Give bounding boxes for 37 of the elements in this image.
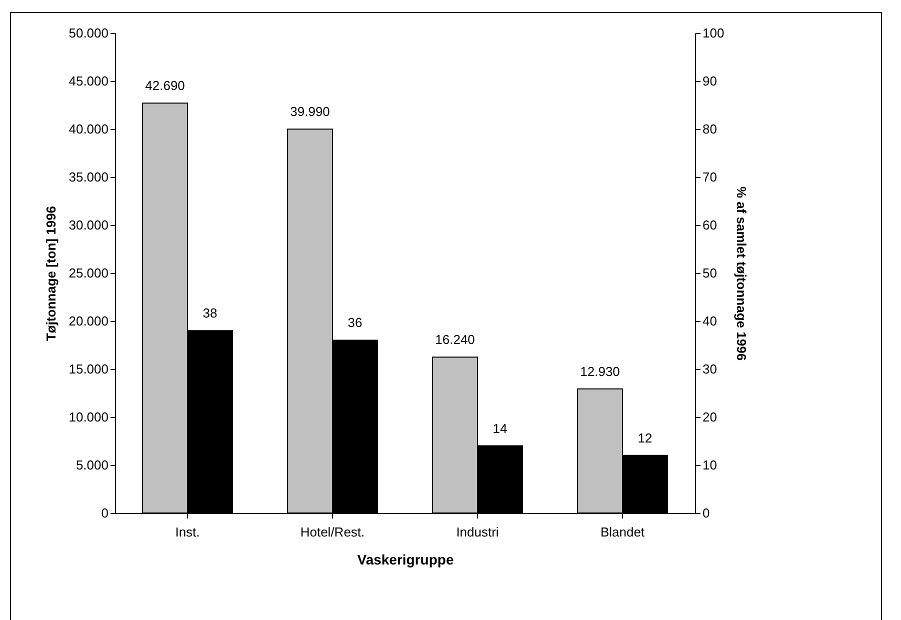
y2-axis-title: % af samlet tøjtonnage 1996 (734, 186, 750, 361)
y2-tick-label: 60 (702, 218, 717, 232)
y-axis-title: Tøjtonnage [ton] 1996 (44, 206, 59, 342)
y-tick-label: 40.000 (68, 122, 108, 136)
y2-tick-label: 20 (702, 410, 717, 424)
y2-tick-label: 80 (702, 122, 717, 136)
y2-tick-label: 30 (702, 362, 717, 376)
x-axis-title: Vaskerigruppe (357, 552, 454, 568)
data-label: 12 (638, 430, 652, 446)
data-label: 16.240 (435, 332, 475, 348)
y2-tick-label: 10 (702, 458, 717, 472)
x-tick-label: Industri (456, 524, 499, 540)
y-tick-label: 10.000 (68, 410, 108, 424)
x-tick-label: Hotel/Rest. (300, 524, 365, 540)
y-tick-label: 30.000 (68, 218, 108, 232)
data-label: 12.930 (580, 364, 620, 379)
data-label: 38 (202, 306, 218, 321)
y2-tick-label: 50 (702, 266, 717, 280)
data-label: 14 (492, 420, 508, 436)
y2-tick-label: 70 (702, 170, 717, 184)
data-label: 36 (348, 315, 362, 330)
x-tick-label: Blandet (600, 524, 645, 540)
y2-tick-label: 0 (702, 506, 710, 520)
y-tick-label: 35.000 (68, 170, 108, 184)
y-tick-label: 50.000 (68, 26, 108, 40)
data-label: 39.990 (290, 104, 330, 120)
y-tick-label: 45.000 (68, 74, 108, 88)
y-tick-label: 0 (101, 506, 108, 520)
y-tick-label: 25.000 (68, 266, 108, 280)
data-label: 42.690 (145, 78, 185, 94)
y2-tick-label: 40 (702, 314, 717, 328)
y-tick-label: 20.000 (68, 314, 108, 328)
y-tick-label: 5.000 (76, 458, 108, 472)
x-tick-label: Inst. (175, 524, 200, 540)
y2-tick-label: 90 (702, 74, 717, 88)
y2-tick-label: 100 (702, 26, 724, 40)
y-tick-label: 15.000 (68, 362, 108, 376)
